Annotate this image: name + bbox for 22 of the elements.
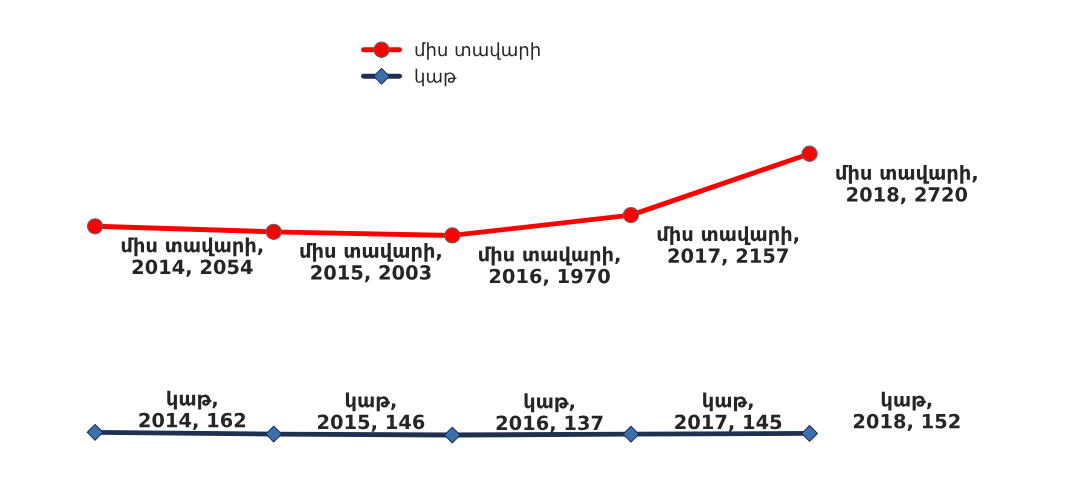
data-label: կաթ, 2017, 145	[675, 392, 782, 432]
data-label: միս տավարի, 2016, 1970	[479, 246, 620, 286]
legend-label: կաթ	[415, 68, 457, 87]
point	[801, 425, 818, 442]
data-label: միս տավարի, 2018, 2720	[836, 164, 977, 205]
point	[443, 426, 461, 444]
point	[801, 145, 818, 162]
point	[86, 218, 104, 235]
point	[622, 206, 640, 224]
point	[265, 425, 283, 443]
point	[86, 423, 104, 441]
data-label: միս տավարի, 2015, 2003	[300, 242, 441, 283]
data-label: կաթ, 2016, 137	[496, 393, 603, 433]
point	[265, 223, 282, 241]
data-label: միս տավարի, 2014, 2054	[121, 237, 263, 277]
data-label: կաթ, 2014, 162	[139, 390, 246, 430]
data-label: կաթ, 2015, 146	[318, 392, 425, 432]
legend-label: միս տավարի	[415, 42, 540, 60]
point	[444, 227, 461, 244]
data-label: միս տավարի, 2017, 2157	[657, 226, 799, 266]
point	[622, 425, 640, 443]
data-label: կաթ, 2018, 152	[853, 391, 960, 432]
